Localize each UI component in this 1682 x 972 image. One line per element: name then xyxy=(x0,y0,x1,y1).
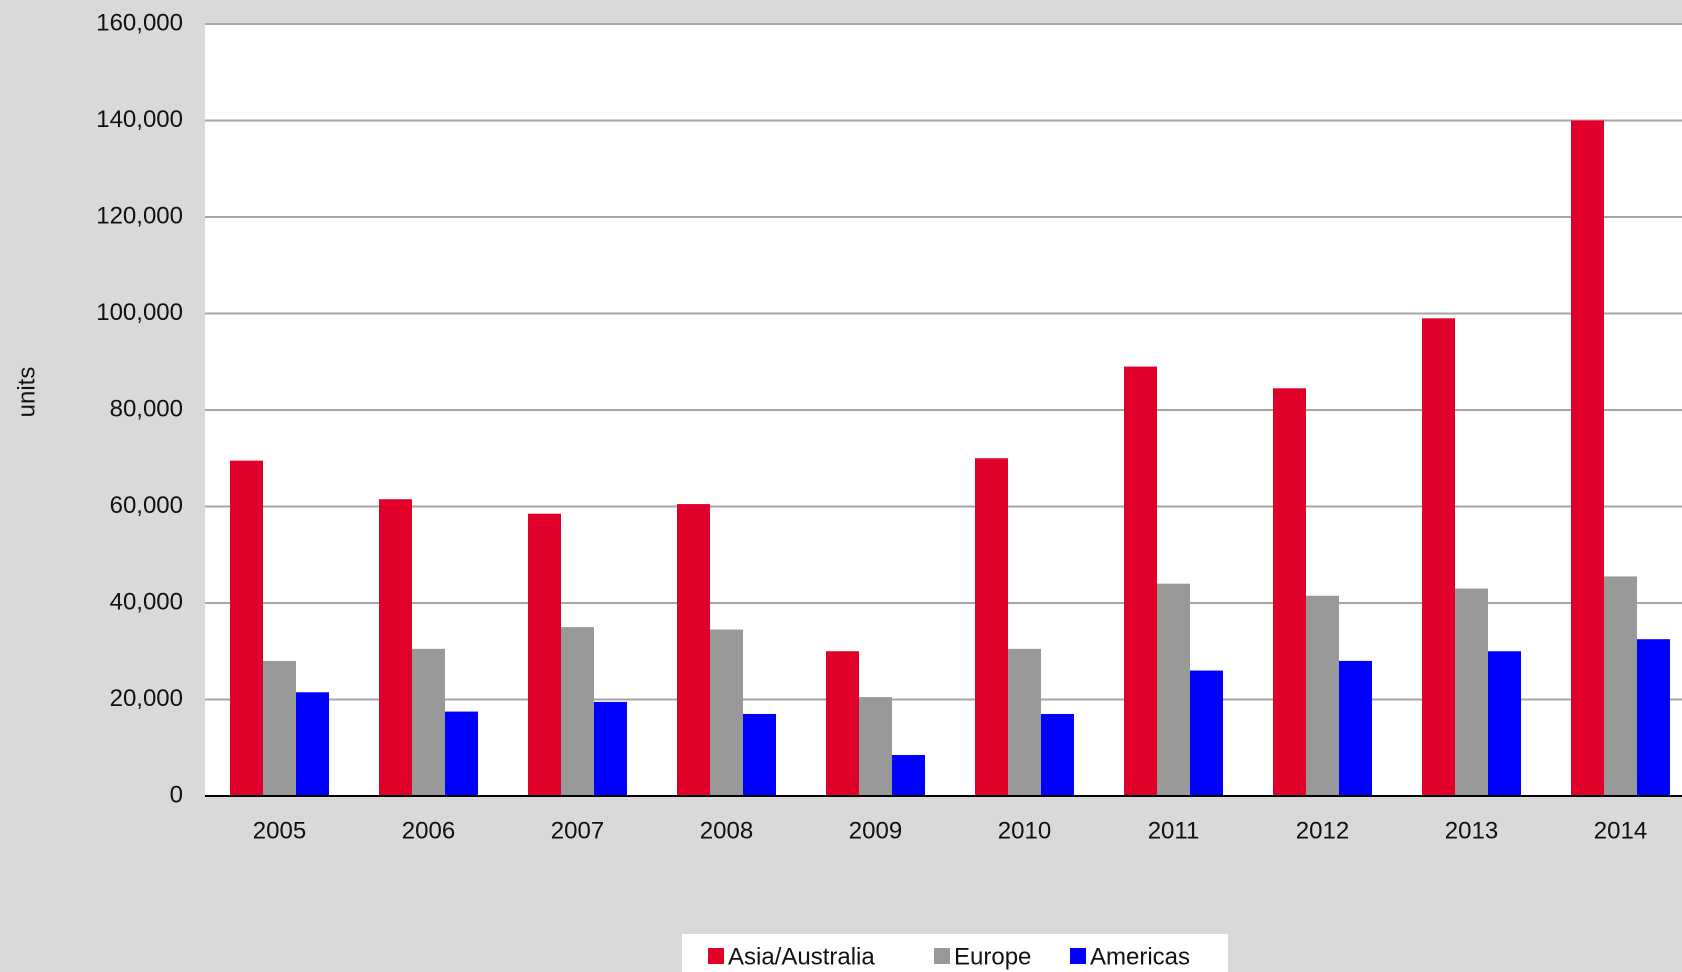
y-tick-label: 140,000 xyxy=(96,106,183,133)
bar xyxy=(1190,670,1223,796)
bar xyxy=(594,701,627,796)
bar xyxy=(263,660,296,796)
x-tick-label: 2005 xyxy=(253,817,306,844)
y-tick-label: 60,000 xyxy=(110,492,183,519)
y-tick-label: 120,000 xyxy=(96,202,183,229)
bar xyxy=(859,697,892,796)
bar xyxy=(1273,388,1306,796)
x-tick-label: 2014 xyxy=(1594,817,1647,844)
bar xyxy=(1604,576,1637,796)
x-tick-label: 2010 xyxy=(998,817,1051,844)
bar xyxy=(1488,651,1521,796)
bar xyxy=(230,460,263,796)
bar xyxy=(1637,639,1670,796)
bar xyxy=(528,513,561,796)
bar xyxy=(826,651,859,796)
legend-swatch xyxy=(934,948,950,964)
y-tick-label: 80,000 xyxy=(110,395,183,422)
x-tick-label: 2007 xyxy=(551,817,604,844)
x-tick-label: 2011 xyxy=(1148,817,1200,844)
x-tick-label: 2006 xyxy=(402,817,455,844)
x-tick-label: 2012 xyxy=(1296,817,1349,844)
legend-box xyxy=(682,934,1228,972)
y-tick-label: 20,000 xyxy=(110,685,183,712)
bar xyxy=(412,648,445,796)
bar xyxy=(1339,660,1372,796)
x-tick-label: 2013 xyxy=(1445,817,1498,844)
bar xyxy=(296,692,329,796)
legend-label: Americas xyxy=(1090,943,1190,970)
bar xyxy=(379,499,412,796)
x-tick-label: 2008 xyxy=(700,817,753,844)
bar xyxy=(975,458,1008,796)
legend-swatch xyxy=(708,948,724,964)
y-tick-label: 40,000 xyxy=(110,588,183,615)
bar xyxy=(1571,120,1604,796)
bar xyxy=(1041,713,1074,796)
bar xyxy=(1455,588,1488,796)
y-tick-label: 0 xyxy=(170,781,183,808)
y-tick-label: 160,000 xyxy=(96,9,183,36)
x-tick-label: 2009 xyxy=(849,817,902,844)
legend-swatch xyxy=(1070,948,1086,964)
bar xyxy=(1306,595,1339,796)
bar xyxy=(561,627,594,796)
bar xyxy=(1422,318,1455,796)
legend-label: Europe xyxy=(954,943,1031,970)
legend-label: Asia/Australia xyxy=(728,943,875,970)
bar xyxy=(710,629,743,796)
bar xyxy=(445,711,478,796)
bar xyxy=(1157,583,1190,796)
bar xyxy=(1124,366,1157,796)
bar xyxy=(1008,648,1041,796)
bar xyxy=(892,754,925,796)
bar xyxy=(743,713,776,796)
y-tick-label: 100,000 xyxy=(96,299,183,326)
bar xyxy=(677,504,710,796)
y-axis-label: units xyxy=(13,367,40,418)
